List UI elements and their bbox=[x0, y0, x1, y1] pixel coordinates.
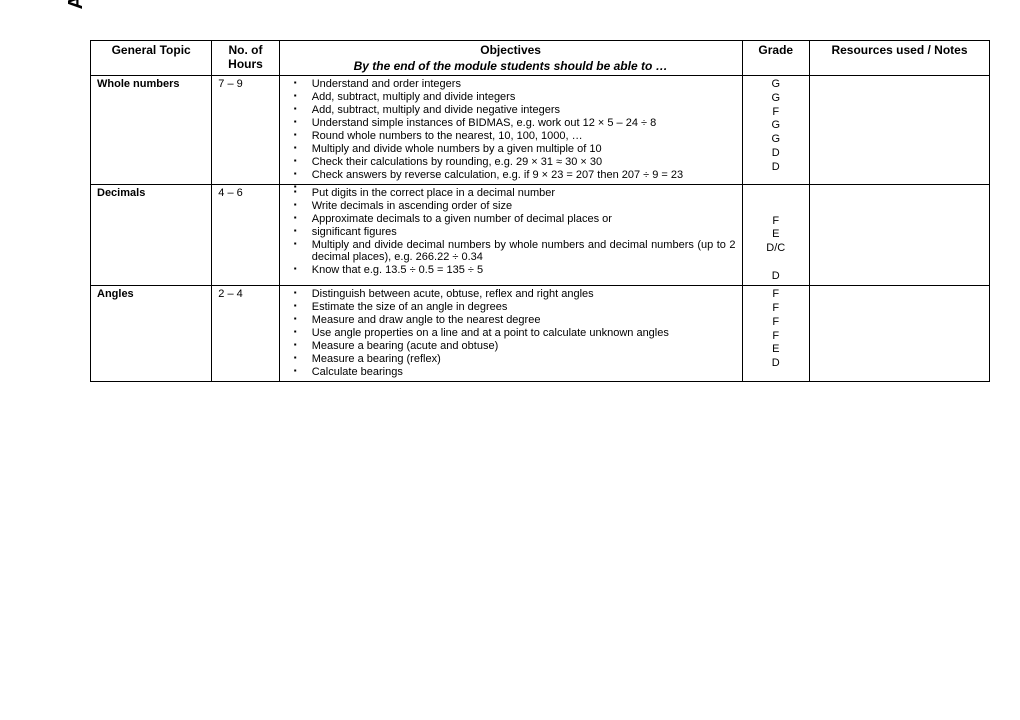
objective-item: Check answers by reverse calculation, e.… bbox=[312, 169, 736, 181]
table-row: Decimals 4 – 6 Put digits in the correct… bbox=[91, 185, 990, 286]
objective-item: Estimate the size of an angle in degrees bbox=[312, 301, 736, 313]
header-topic: General Topic bbox=[91, 41, 212, 76]
grade-cell: F E D/C D bbox=[742, 185, 809, 286]
table-row: Whole numbers 7 – 9 Understand and order… bbox=[91, 76, 990, 185]
objective-item: Multiply and divide decimal numbers by w… bbox=[312, 239, 736, 263]
objective-item: Write decimals in ascending order of siz… bbox=[312, 200, 736, 212]
objective-item: Measure and draw angle to the nearest de… bbox=[312, 314, 736, 326]
resources-cell bbox=[809, 76, 989, 185]
objective-item: Distinguish between acute, obtuse, refle… bbox=[312, 288, 736, 300]
objective-item: Calculate bearings bbox=[312, 366, 736, 378]
resources-cell bbox=[809, 185, 989, 286]
objective-item: Measure a bearing (acute and obtuse) bbox=[312, 340, 736, 352]
topic-cell: Decimals bbox=[91, 185, 212, 286]
objective-item: Check their calculations by rounding, e.… bbox=[312, 156, 736, 168]
objective-item: Put digits in the correct place in a dec… bbox=[312, 187, 736, 199]
objective-item: Understand and order integers bbox=[312, 78, 736, 90]
objectives-cell: Understand and order integers Add, subtr… bbox=[279, 76, 742, 185]
page: Autumn Term, Year 10 General Topic No. o… bbox=[30, 40, 990, 382]
header-hours: No. of Hours bbox=[212, 41, 279, 76]
objective-item: Approximate decimals to a given number o… bbox=[312, 213, 736, 225]
topic-cell: Angles bbox=[91, 286, 212, 382]
vertical-term-label: Autumn Term, Year 10 bbox=[65, 0, 88, 100]
objective-item: Add, subtract, multiply and divide negat… bbox=[312, 104, 736, 116]
objective-item: Know that e.g. 13.5 ÷ 0.5 = 135 ÷ 5 bbox=[312, 264, 736, 276]
header-subheading: By the end of the module students should… bbox=[279, 59, 742, 76]
topic-cell: Whole numbers bbox=[91, 76, 212, 185]
grade-cell: F F F F E D bbox=[742, 286, 809, 382]
resources-cell bbox=[809, 286, 989, 382]
objectives-cell: Put digits in the correct place in a dec… bbox=[279, 185, 742, 286]
hours-cell: 2 – 4 bbox=[212, 286, 279, 382]
objective-item: significant figures bbox=[312, 226, 736, 238]
objectives-cell: Distinguish between acute, obtuse, refle… bbox=[279, 286, 742, 382]
objective-item: Multiply and divide whole numbers by a g… bbox=[312, 143, 736, 155]
curriculum-table: General Topic No. of Hours Objectives Gr… bbox=[90, 40, 990, 382]
header-row: General Topic No. of Hours Objectives Gr… bbox=[91, 41, 990, 60]
hours-cell: 4 – 6 bbox=[212, 185, 279, 286]
table-row: Angles 2 – 4 Distinguish between acute, … bbox=[91, 286, 990, 382]
header-resources: Resources used / Notes bbox=[809, 41, 989, 76]
header-objectives: Objectives bbox=[279, 41, 742, 60]
objective-item: Understand simple instances of BIDMAS, e… bbox=[312, 117, 736, 129]
objective-item: Round whole numbers to the nearest, 10, … bbox=[312, 130, 736, 142]
objective-item: Add, subtract, multiply and divide integ… bbox=[312, 91, 736, 103]
header-grade: Grade bbox=[742, 41, 809, 76]
objective-item: Measure a bearing (reflex) bbox=[312, 353, 736, 365]
hours-cell: 7 – 9 bbox=[212, 76, 279, 185]
objective-item: Use angle properties on a line and at a … bbox=[312, 327, 736, 339]
grade-cell: G G F G G D D bbox=[742, 76, 809, 185]
